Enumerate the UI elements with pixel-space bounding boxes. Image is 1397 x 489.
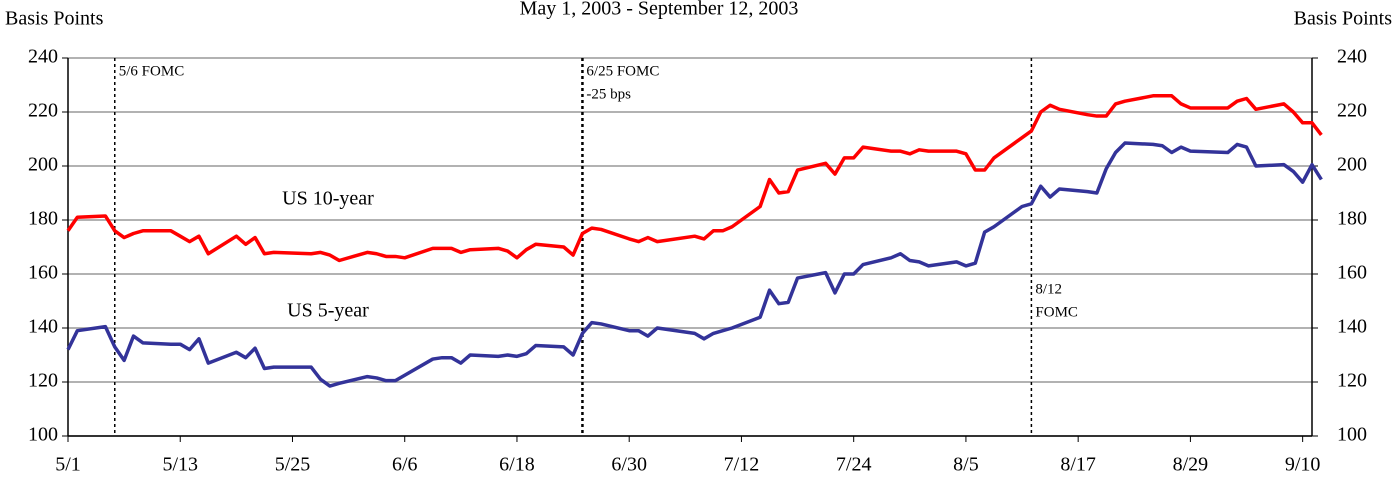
x-tick-label: 7/24 [836, 454, 872, 476]
y2-tick-label: 220 [1337, 100, 1367, 122]
x-tick-label: 5/13 [162, 454, 198, 476]
x-tick-label: 6/6 [392, 454, 418, 476]
y-tick-label: 120 [28, 370, 58, 392]
chart-title: May 1, 2003 - September 12, 2003 [520, 0, 799, 20]
y2-tick-label: 240 [1337, 46, 1367, 68]
x-tick-label: 6/18 [499, 454, 535, 476]
x-tick-label: 8/29 [1173, 454, 1209, 476]
x-tick-label: 5/25 [275, 454, 311, 476]
series-line [66, 141, 1323, 388]
event-label: 5/6 FOMC [119, 63, 184, 79]
y2-tick-label: 140 [1337, 316, 1367, 338]
x-tick-label: 8/17 [1060, 454, 1096, 476]
y2-tick-label: 100 [1337, 424, 1367, 446]
y2-tick-label: 200 [1337, 154, 1367, 176]
event-label: 8/12 [1035, 281, 1062, 297]
y-tick-label: 240 [28, 46, 58, 68]
x-tick-label: 8/5 [953, 454, 979, 476]
event-label: FOMC [1035, 304, 1078, 320]
y-tick-label: 180 [28, 208, 58, 230]
y2-tick-label: 180 [1337, 208, 1367, 230]
y2-tick-label: 120 [1337, 370, 1367, 392]
x-tick-label: 5/1 [55, 454, 81, 476]
y2-tick-label: 160 [1337, 262, 1367, 284]
event-label: -25 bps [586, 86, 631, 102]
series-label: US 5-year [287, 300, 369, 322]
y2-axis-label: Basis Points [1294, 8, 1393, 30]
x-tick-label: 6/30 [611, 454, 647, 476]
series-label: US 10-year [282, 188, 374, 210]
y-tick-label: 160 [28, 262, 58, 284]
event-label: 6/25 FOMC [586, 63, 659, 79]
series-line [66, 94, 1323, 263]
y-tick-label: 220 [28, 100, 58, 122]
x-tick-label: 9/10 [1285, 454, 1321, 476]
y-tick-label: 140 [28, 316, 58, 338]
y-tick-label: 100 [28, 424, 58, 446]
x-tick-label: 7/12 [724, 454, 760, 476]
y-axis-label: Basis Points [5, 8, 104, 30]
y-tick-label: 200 [28, 154, 58, 176]
